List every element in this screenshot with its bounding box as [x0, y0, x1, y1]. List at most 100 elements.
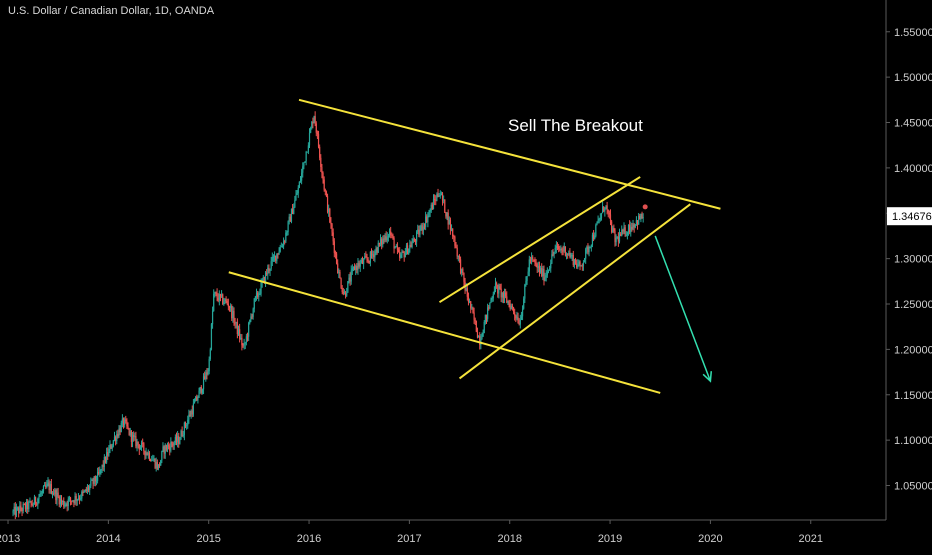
candle-body [601, 206, 604, 213]
candle-body [51, 493, 54, 495]
candle-body [152, 459, 154, 461]
candle-body [278, 251, 280, 255]
candle-body [96, 471, 99, 481]
candle-body [450, 228, 453, 230]
candle-body [80, 498, 82, 500]
candle-body [490, 299, 492, 303]
candle-body [440, 193, 442, 196]
candle-body [31, 503, 33, 506]
candle-body [359, 262, 361, 267]
candle-body [200, 387, 202, 393]
candle-body [518, 323, 520, 325]
candle-body [630, 226, 632, 233]
candle-body [295, 194, 297, 201]
candle-body [332, 232, 334, 242]
candle-body [378, 242, 381, 244]
candle-body [416, 231, 418, 242]
candle-body [217, 297, 219, 301]
price-axis[interactable]: 1.550001.500001.450001.400001.350001.300… [885, 0, 932, 520]
candle-body [494, 283, 497, 291]
candle-body [71, 500, 73, 502]
candle-body [361, 260, 364, 264]
candle-body [248, 323, 250, 337]
candle-body [147, 452, 149, 456]
candle-body [168, 445, 170, 447]
candle-body [381, 238, 383, 245]
candle-body [523, 298, 525, 309]
candle-body [155, 462, 157, 468]
candle-body [58, 496, 60, 505]
candle-body [317, 133, 320, 147]
candle-body [553, 252, 555, 255]
candle-body [576, 263, 578, 268]
candle-body [220, 294, 223, 297]
candle-body [161, 451, 163, 461]
candle-body [633, 224, 635, 228]
candle-body [586, 247, 588, 250]
candle-body [231, 305, 233, 319]
candles-layer [12, 111, 644, 520]
candle-body [226, 300, 228, 304]
candle-body [617, 236, 619, 242]
candle-body [299, 180, 302, 182]
candle-body [190, 410, 192, 417]
candle-body [642, 217, 644, 219]
candle-body [329, 208, 331, 223]
candle-body [358, 263, 360, 267]
candle-body [232, 310, 234, 319]
candle-body [401, 251, 403, 255]
candle-body [351, 268, 353, 271]
candle-body [166, 445, 169, 450]
candle-body [587, 247, 589, 253]
candle-body [271, 257, 273, 262]
candle-body [66, 503, 68, 507]
candle-body [12, 511, 14, 513]
candle-body [263, 277, 266, 284]
candle-body [237, 329, 240, 335]
candle-body [574, 259, 577, 264]
candle-body [175, 437, 178, 443]
candle-body [260, 282, 262, 294]
candle-body [204, 376, 206, 380]
candle-body [636, 220, 639, 225]
candle-body [611, 221, 613, 233]
candle-body [118, 428, 120, 437]
candle-body [405, 245, 408, 253]
candle-body [215, 292, 217, 294]
candle-body [59, 498, 61, 505]
candle-body [623, 227, 625, 232]
candle-body [436, 194, 438, 201]
candle-body [173, 442, 175, 446]
candle-body [481, 336, 483, 339]
candle-body [109, 444, 111, 449]
candle-body [554, 247, 556, 253]
candle-body [500, 288, 502, 298]
candle-body [408, 248, 410, 255]
candle-body [322, 172, 324, 180]
candle-body [536, 264, 538, 269]
candle-body [225, 299, 227, 301]
candle-body [320, 157, 322, 168]
candle-body [187, 419, 189, 426]
candle-body [219, 293, 222, 297]
sell-arrow [654, 235, 712, 382]
latest-price-marker [642, 204, 648, 210]
candle-body [23, 504, 25, 506]
candle-body [477, 336, 480, 338]
candle-body [432, 199, 435, 210]
candle-body [82, 491, 84, 493]
candle-body [63, 500, 65, 507]
candle-body [57, 492, 59, 497]
candle-body [397, 249, 400, 252]
candle-body [154, 458, 156, 468]
candle-body [69, 497, 72, 501]
candle-body [605, 205, 607, 209]
time-axis[interactable]: 2013 2014 2015 2016 2017 2018 2019 2020 2021 [0, 519, 886, 545]
price-tick-label: 1.40000 [894, 163, 932, 175]
candle-body [596, 223, 598, 226]
candle-body [285, 232, 287, 242]
candle-body [352, 266, 355, 269]
candle-body [411, 242, 413, 247]
